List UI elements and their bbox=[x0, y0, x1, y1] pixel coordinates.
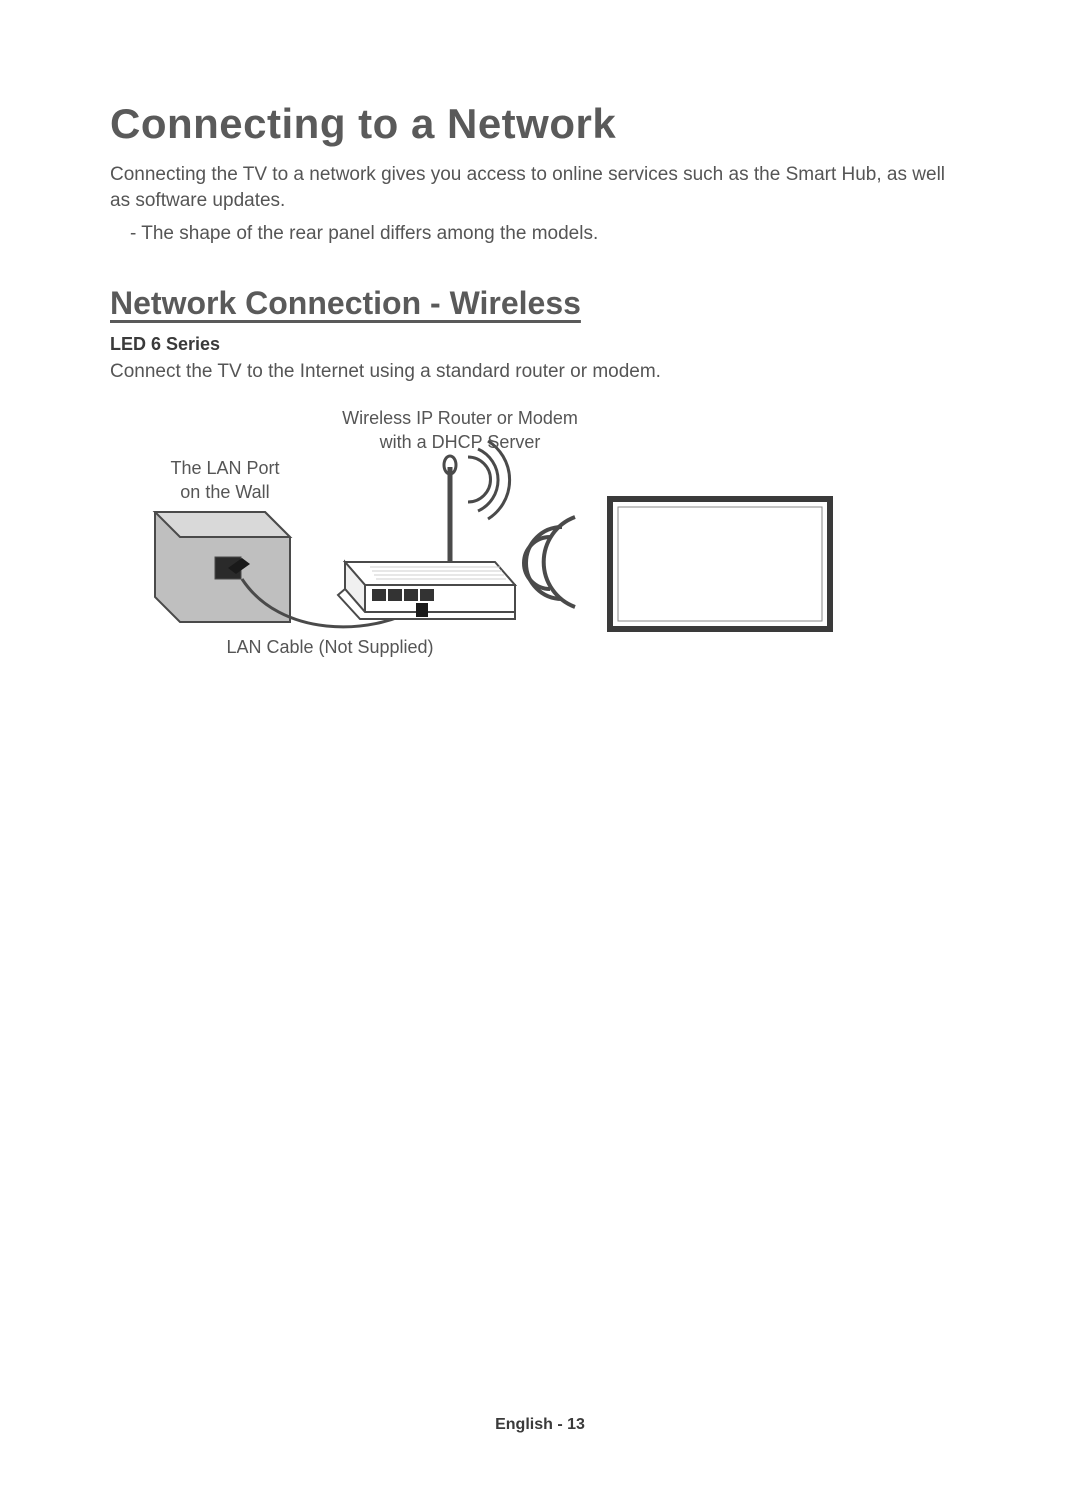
footer-page-number: 13 bbox=[567, 1416, 585, 1433]
router-icon bbox=[338, 456, 515, 619]
router-label-line1: Wireless IP Router or Modem bbox=[342, 408, 578, 428]
note-bullet: - The shape of the rear panel differs am… bbox=[110, 223, 970, 245]
series-label: LED 6 Series bbox=[110, 334, 970, 355]
router-label-line2: with a DHCP Server bbox=[380, 432, 541, 452]
tv-icon bbox=[610, 499, 830, 629]
lan-label-line2: on the Wall bbox=[180, 482, 269, 502]
page-title: Connecting to a Network bbox=[110, 100, 970, 148]
page-footer: English - 13 bbox=[0, 1416, 1080, 1434]
section-desc: Connect the TV to the Internet using a s… bbox=[110, 361, 970, 383]
footer-sep: - bbox=[553, 1416, 567, 1433]
intro-text: Connecting the TV to a network gives you… bbox=[110, 162, 970, 213]
wifi-receive-icon bbox=[524, 517, 575, 607]
lan-port-label: The LAN Port on the Wall bbox=[120, 457, 330, 504]
section-subtitle: Network Connection - Wireless bbox=[110, 285, 970, 322]
cable-label: LAN Cable (Not Supplied) bbox=[200, 636, 460, 659]
router-label: Wireless IP Router or Modem with a DHCP … bbox=[320, 407, 600, 454]
footer-language: English bbox=[495, 1416, 553, 1433]
lan-label-line1: The LAN Port bbox=[170, 458, 279, 478]
network-diagram: Wireless IP Router or Modem with a DHCP … bbox=[120, 407, 940, 667]
